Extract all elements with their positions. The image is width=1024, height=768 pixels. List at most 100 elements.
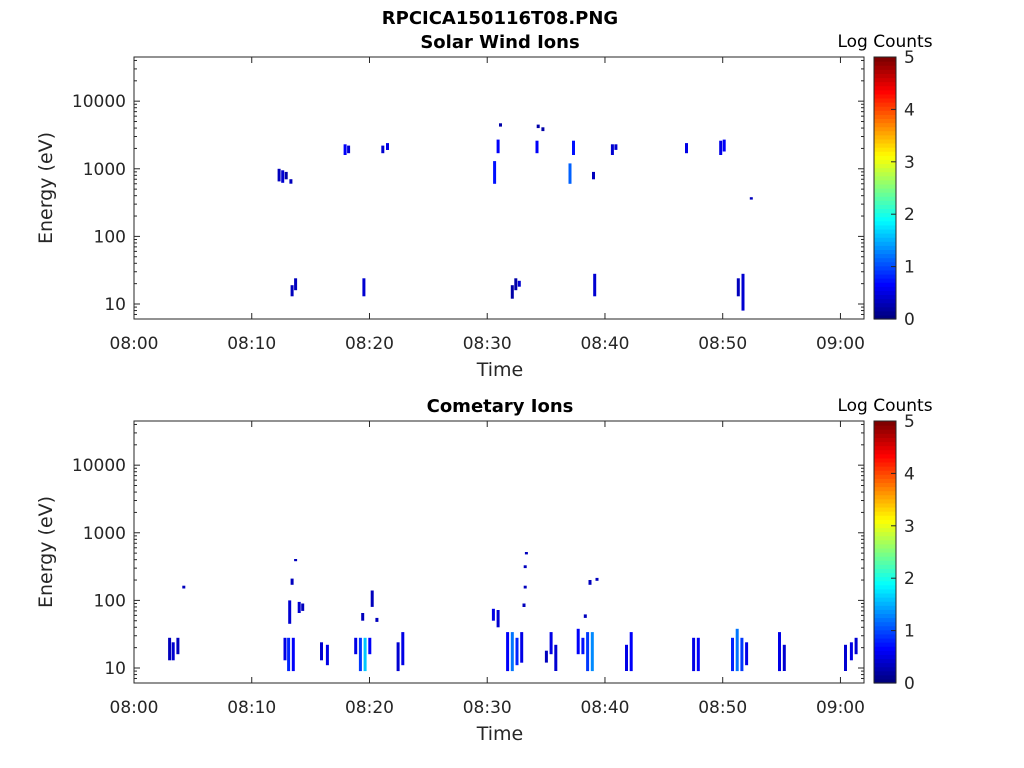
colorbar-step — [874, 253, 896, 259]
colorbar-step — [874, 552, 896, 557]
heatmap-cell — [362, 278, 366, 297]
heatmap-cell — [595, 577, 599, 581]
x-axis-solar-wind: 08:00 08:10 08:20 08:30 08:40 08:50 09:00 — [110, 57, 865, 354]
heatmap-cell — [745, 642, 749, 666]
heatmap-cell — [541, 127, 545, 132]
y-tick-label: 10000 — [72, 456, 126, 476]
colorbar-step — [874, 588, 896, 594]
heatmap-cell — [320, 642, 323, 661]
x-tick-label: 08:20 — [345, 334, 394, 354]
colorbar-step — [874, 453, 896, 459]
x-axis-label-cometary: Time — [476, 723, 524, 745]
colorbar-tick-label: 2 — [904, 205, 915, 225]
colorbar-step — [874, 519, 896, 524]
heatmap-cell — [284, 171, 288, 180]
colorbar-step — [874, 179, 896, 185]
heatmap-cell — [629, 632, 633, 672]
colorbar-step — [874, 584, 896, 590]
colorbar-step — [874, 200, 896, 205]
colorbar-cometary: 0 1 2 3 4 5 — [873, 412, 915, 694]
colorbar-step — [874, 65, 896, 70]
heatmap-cell — [586, 632, 590, 672]
colorbar-step — [874, 220, 896, 226]
colorbar-step — [874, 556, 896, 561]
colorbar-step — [874, 535, 896, 541]
heatmap-cell — [375, 617, 379, 622]
colorbar-step — [874, 97, 896, 103]
colorbar-step — [874, 621, 896, 627]
heatmap-cell — [277, 168, 281, 182]
colorbar-step — [874, 421, 896, 426]
colorbar-step — [874, 278, 896, 283]
heatmap-cell — [506, 632, 510, 672]
figure-title: RPCICA150116T08.PNG — [382, 8, 618, 29]
heatmap-cell — [522, 603, 526, 607]
heatmap-cell — [294, 278, 298, 291]
heatmap-cell — [325, 644, 329, 666]
heatmap-cell — [536, 124, 540, 129]
colorbar-step — [874, 212, 896, 218]
colorbar-step — [874, 93, 896, 99]
heatmap-cell — [520, 632, 524, 663]
heatmap-cell — [496, 610, 500, 628]
heatmap-cell — [685, 143, 688, 154]
heatmap-cell — [514, 278, 518, 291]
y-tick-label: 100 — [94, 227, 126, 247]
colorbar-label-solar-wind: Log Counts — [837, 32, 932, 52]
colorbar-step — [874, 69, 896, 74]
colorbar-step — [874, 159, 896, 165]
heatmap-cell — [176, 637, 180, 655]
heatmap-cell — [291, 637, 295, 672]
heatmap-cell — [381, 145, 385, 154]
colorbar-step — [874, 102, 896, 107]
panel-title-cometary: Cometary Ions — [427, 396, 574, 417]
colorbar-step — [874, 106, 896, 111]
colorbar-step — [874, 245, 896, 250]
heatmap-cell — [347, 145, 351, 154]
heatmap-cell — [610, 144, 614, 155]
colorbar-step — [874, 478, 896, 483]
colorbar-step — [874, 302, 896, 308]
colorbar-step — [874, 282, 896, 287]
colorbar-step — [874, 237, 896, 242]
colorbar-step — [874, 674, 896, 680]
heatmap-cells-solar-wind — [277, 123, 753, 311]
colorbar-step — [874, 163, 896, 169]
colorbar-step — [874, 171, 896, 177]
colorbar-step — [874, 73, 896, 79]
heatmap-cell — [523, 585, 527, 589]
heatmap-cell — [343, 144, 347, 155]
x-tick-label: 09:00 — [816, 334, 865, 354]
colorbar-step — [874, 114, 896, 119]
x-tick-label: 08:20 — [345, 698, 394, 718]
colorbar-step — [874, 560, 896, 565]
heatmap-cell — [386, 143, 389, 150]
colorbar-step — [874, 314, 896, 320]
colorbar-step — [874, 666, 896, 672]
colorbar-step — [874, 167, 896, 173]
heatmap-cell — [168, 637, 172, 661]
colorbar-step — [874, 498, 896, 504]
colorbar-tick-label: 1 — [904, 622, 915, 642]
heatmap-cell — [361, 613, 365, 621]
heatmap-cell — [499, 123, 502, 127]
colorbar-frame — [873, 420, 897, 684]
colorbar-step — [874, 188, 896, 193]
heatmap-cell — [741, 273, 745, 311]
x-axis-label-solar-wind: Time — [476, 359, 524, 381]
x-tick-label: 08:10 — [227, 698, 276, 718]
colorbar-step — [874, 433, 896, 438]
colorbar-step — [874, 147, 896, 152]
heatmap-cell — [401, 632, 405, 666]
colorbar-step — [874, 445, 896, 451]
heatmap-cell — [354, 637, 358, 655]
colorbar-tick-label: 3 — [904, 517, 915, 537]
colorbar-step — [874, 449, 896, 455]
colorbar-tick-label: 4 — [904, 464, 915, 484]
heatmap-cell — [572, 140, 575, 155]
colorbar-step — [874, 580, 896, 586]
x-tick-label: 08:40 — [580, 334, 629, 354]
x-tick-label: 08:00 — [110, 334, 159, 354]
colorbar-step — [874, 466, 896, 471]
